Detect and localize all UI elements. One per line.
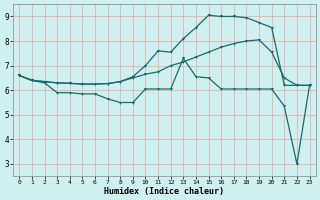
- X-axis label: Humidex (Indice chaleur): Humidex (Indice chaleur): [104, 187, 224, 196]
